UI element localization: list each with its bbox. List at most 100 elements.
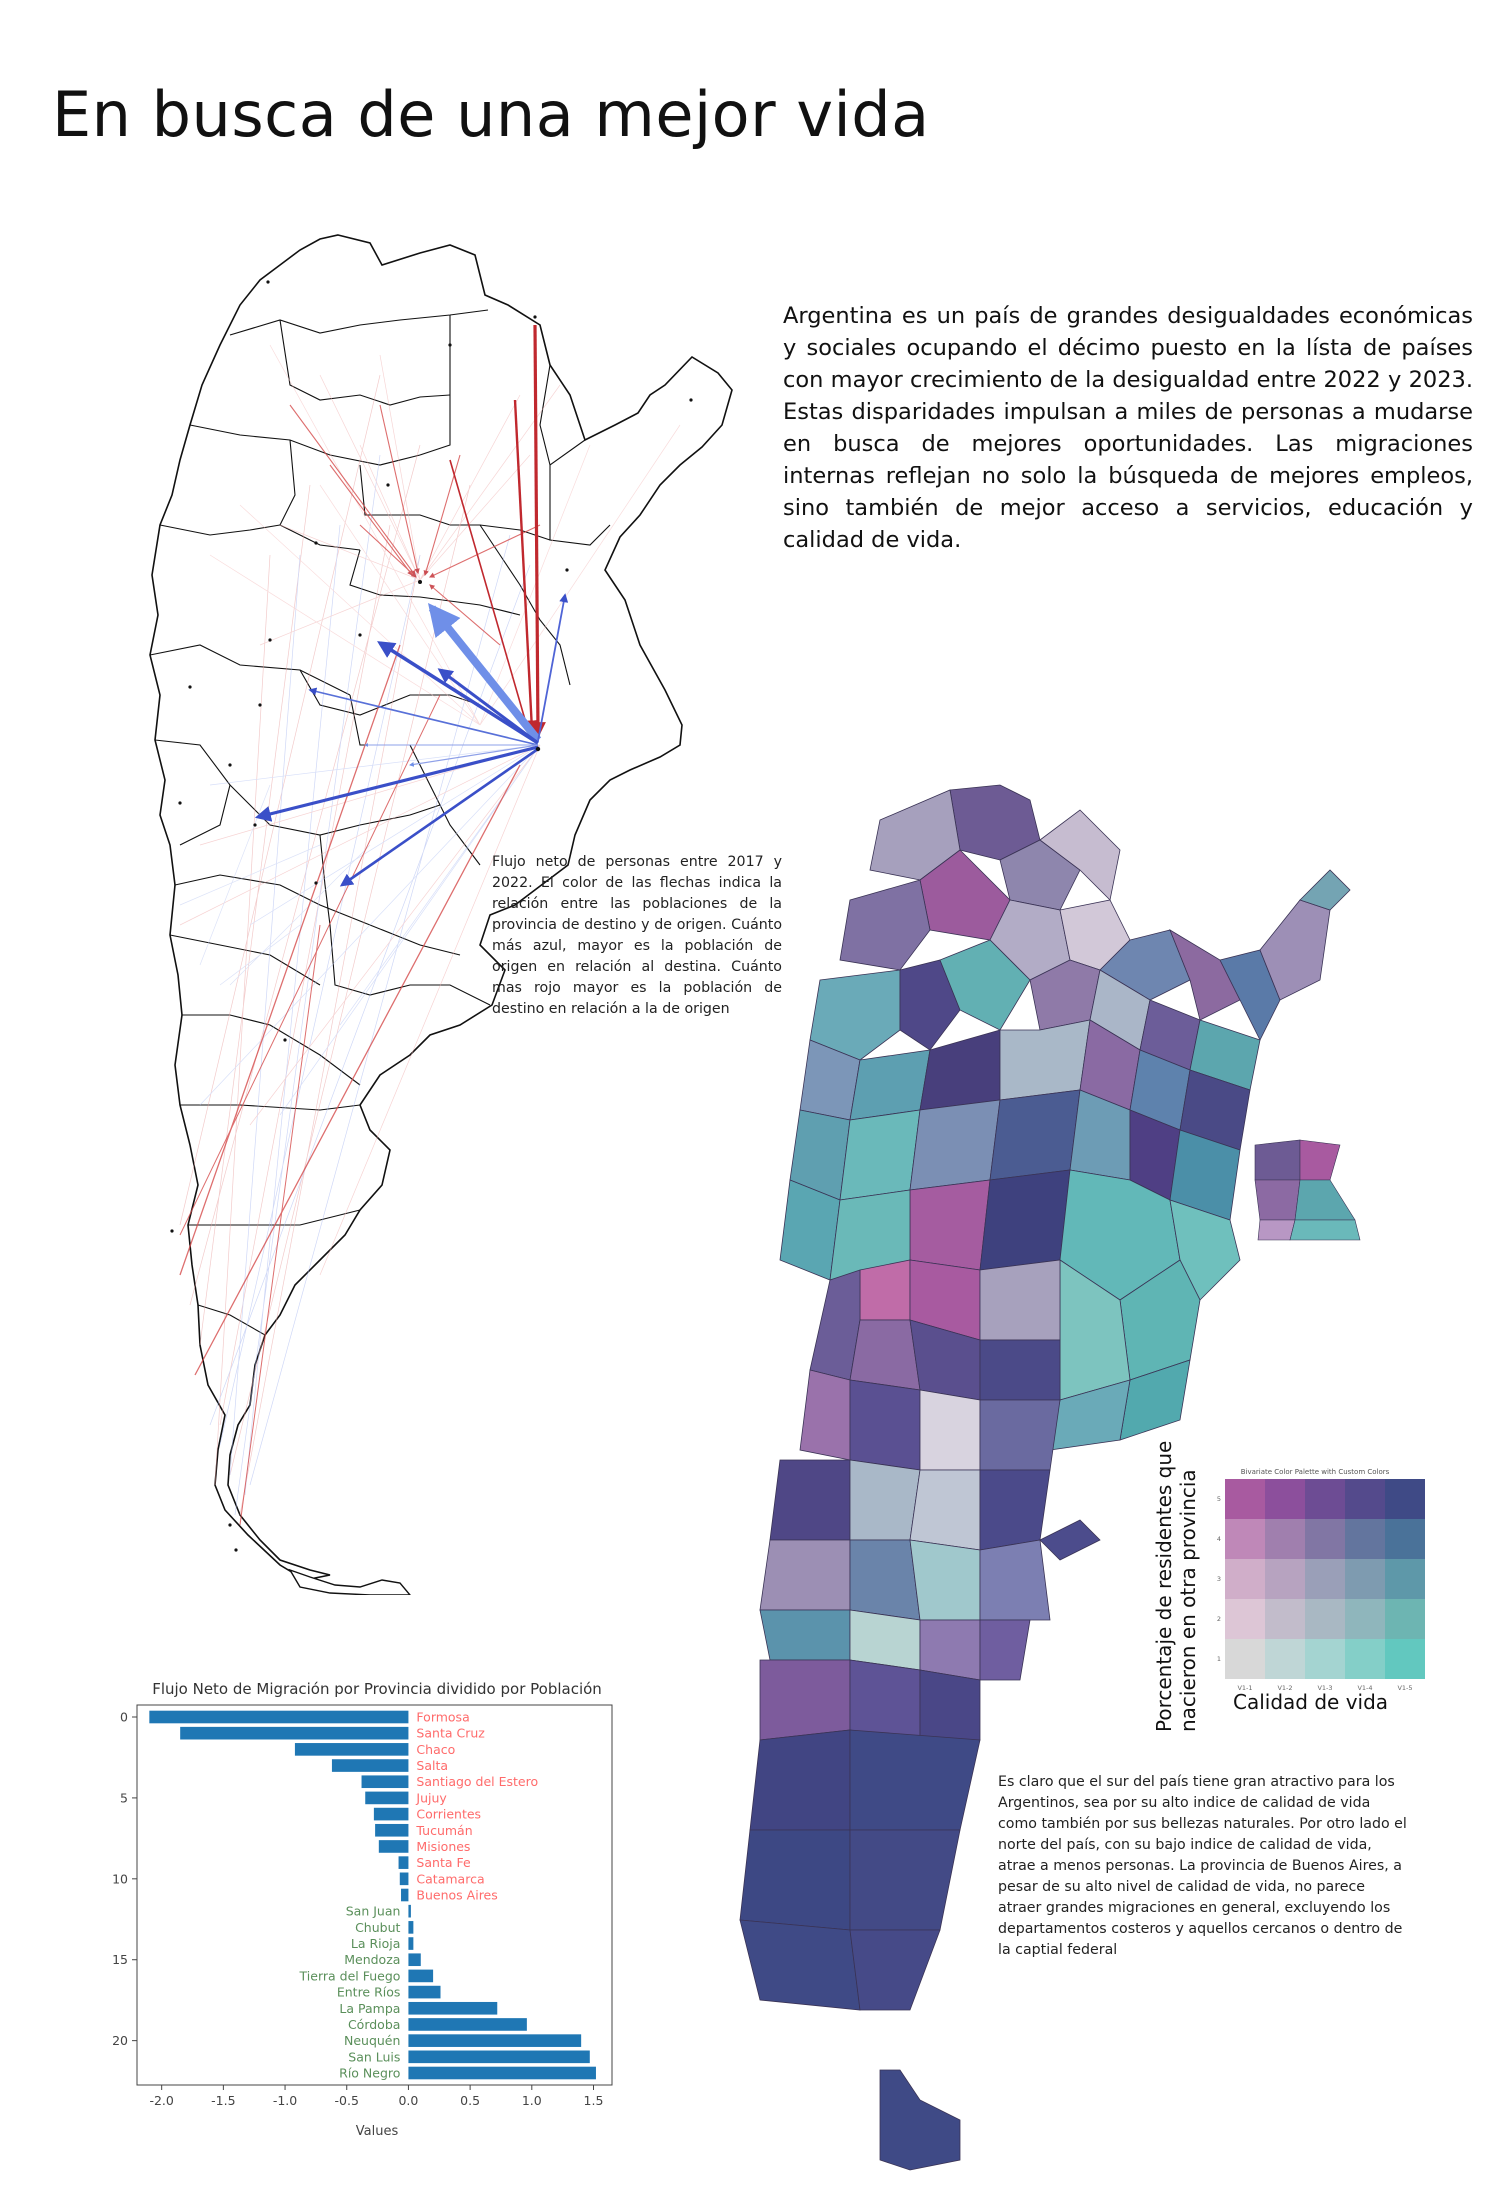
bar-label-2: Chaco (416, 1742, 455, 1757)
page-title: En busca de una mejor vida (52, 78, 930, 151)
bar-11 (401, 1888, 409, 1902)
bar-10 (399, 1872, 409, 1886)
bar-13 (408, 1921, 414, 1934)
choropleth-caption: Es claro que el sur del país tiene gran … (998, 1774, 1407, 1958)
legend-cell-2-3 (1345, 1559, 1385, 1599)
legend-cell-4-4 (1385, 1639, 1425, 1679)
legend-cell-2-0 (1225, 1559, 1265, 1599)
bar-label-19: Córdoba (348, 2017, 400, 2032)
migration-bar-chart: Flujo Neto de Migración por Provincia di… (112, 1680, 613, 2139)
legend-x-tick-3: V1-4 (1357, 1684, 1372, 1692)
legend-cell-1-0 (1225, 1519, 1265, 1559)
bar-label-16: Tierra del Fuego (299, 1968, 401, 1983)
legend-cell-0-2 (1305, 1479, 1345, 1519)
legend-x-tick-4: V1-5 (1397, 1684, 1412, 1692)
legend-cell-4-3 (1345, 1639, 1385, 1679)
bar-7 (375, 1823, 409, 1837)
argentina-outline (149, 234, 733, 1581)
bar-8 (378, 1840, 409, 1853)
legend-y-ticks: 5 4 3 2 1 (1217, 1495, 1221, 1663)
tierra-del-fuego-outline (288, 1568, 411, 1595)
y-tick-label-4: 20 (112, 2033, 128, 2048)
bar-3 (331, 1759, 409, 1772)
x-tick-label-7: 1.5 (584, 2093, 604, 2108)
bivariate-legend: Bivariate Color Palette with Custom Colo… (1217, 1468, 1425, 1692)
legend-cell-3-1 (1265, 1599, 1305, 1639)
x-tick-label-4: 0.0 (398, 2093, 418, 2108)
bar-label-13: Chubut (355, 1920, 400, 1935)
bar-label-11: Buenos Aires (416, 1888, 497, 1903)
bar-label-22: Río Negro (339, 2066, 400, 2081)
chart-plot-frame (136, 1704, 613, 2086)
bar-label-6: Corrientes (416, 1807, 481, 1822)
bar-17 (408, 1985, 441, 1999)
legend-cell-3-4 (1385, 1599, 1425, 1639)
bar-label-12: San Juan (346, 1904, 401, 1919)
legend-cell-3-3 (1345, 1599, 1385, 1639)
legend-title: Bivariate Color Palette with Custom Colo… (1241, 1468, 1390, 1476)
legend-x-tick-0: V1-1 (1237, 1684, 1252, 1692)
x-tick-label-3: -0.5 (335, 2093, 359, 2108)
legend-cell-0-1 (1265, 1479, 1305, 1519)
bar-label-14: La Rioja (351, 1936, 401, 1951)
bar-label-8: Misiones (416, 1839, 470, 1854)
bar-label-7: Tucumán (415, 1823, 472, 1838)
bar-19 (408, 2018, 527, 2031)
flow-map (149, 234, 733, 1595)
choropleth-map (739, 784, 1361, 2171)
bar-label-17: Entre Ríos (337, 1985, 401, 2000)
bar-label-3: Salta (416, 1758, 448, 1773)
buenos-aires-inset (1254, 1139, 1361, 1241)
legend-y-tick-0: 5 (1217, 1495, 1221, 1503)
red-flow-arrows (179, 404, 541, 1526)
legend-x-tick-2: V1-3 (1317, 1684, 1332, 1692)
legend-cell-4-2 (1305, 1639, 1345, 1679)
y-tick-label-1: 5 (120, 1790, 128, 1805)
bar-1 (180, 1726, 409, 1740)
legend-cell-0-0 (1225, 1479, 1265, 1519)
blue-flow-arrows (254, 593, 569, 887)
bar-6 (373, 1807, 409, 1821)
bar-label-1: Santa Cruz (416, 1726, 485, 1741)
bar-label-0: Formosa (416, 1710, 469, 1725)
legend-cell-0-3 (1345, 1479, 1385, 1519)
bar-22 (408, 2066, 596, 2080)
centroid-dots (170, 280, 693, 1552)
intro-paragraph: Argentina es un país de grandes desigual… (783, 303, 1473, 553)
bar-label-15: Mendoza (344, 1952, 400, 1967)
legend-cell-4-1 (1265, 1639, 1305, 1679)
bar-label-20: Neuquén (344, 2033, 400, 2048)
legend-cell-0-4 (1385, 1479, 1425, 1519)
legend-y-tick-3: 2 (1217, 1615, 1221, 1623)
legend-y-tick-1: 4 (1217, 1535, 1221, 1543)
x-tick-label-1: -1.5 (211, 2093, 235, 2108)
legend-x-tick-1: V1-2 (1277, 1684, 1292, 1692)
x-tick-label-6: 1.0 (522, 2093, 542, 2108)
legend-cell-3-0 (1225, 1599, 1265, 1639)
bar-label-4: Santiago del Estero (416, 1774, 538, 1789)
legend-x-label: Calidad de vida (1233, 1690, 1389, 1714)
legend-x-ticks: V1-1 V1-2 V1-3 V1-4 V1-5 (1237, 1684, 1412, 1692)
chart-x-ticks: -2.0 -1.5 -1.0 -0.5 0.0 0.5 1.0 1.5 (149, 2085, 603, 2108)
legend-y-label-wrapper: Porcentaje de residentes que nacieron en… (1152, 1440, 1200, 1732)
bar-label-21: San Luis (348, 2049, 400, 2064)
chart-y-ticks: 0 5 10 15 20 (112, 1710, 137, 2048)
bar-12 (408, 1904, 411, 1918)
bar-15 (408, 1953, 421, 1967)
bar-2 (294, 1743, 409, 1756)
bar-20 (408, 2034, 582, 2047)
legend-y-tick-4: 1 (1217, 1655, 1221, 1663)
bar-4 (361, 1775, 409, 1789)
strong-red-arrows (449, 324, 546, 739)
legend-cell-1-3 (1345, 1519, 1385, 1559)
legend-cell-2-2 (1305, 1559, 1345, 1599)
x-tick-label-5: 0.5 (460, 2093, 480, 2108)
bar-14 (408, 1937, 414, 1950)
bar-16 (408, 1969, 434, 1983)
bar-5 (365, 1791, 409, 1805)
bar-9 (398, 1856, 409, 1869)
legend-cell-4-0 (1225, 1639, 1265, 1679)
legend-y-label: Porcentaje de residentes que nacieron en… (1152, 1440, 1200, 1732)
choropleth-regions (739, 784, 1351, 2171)
